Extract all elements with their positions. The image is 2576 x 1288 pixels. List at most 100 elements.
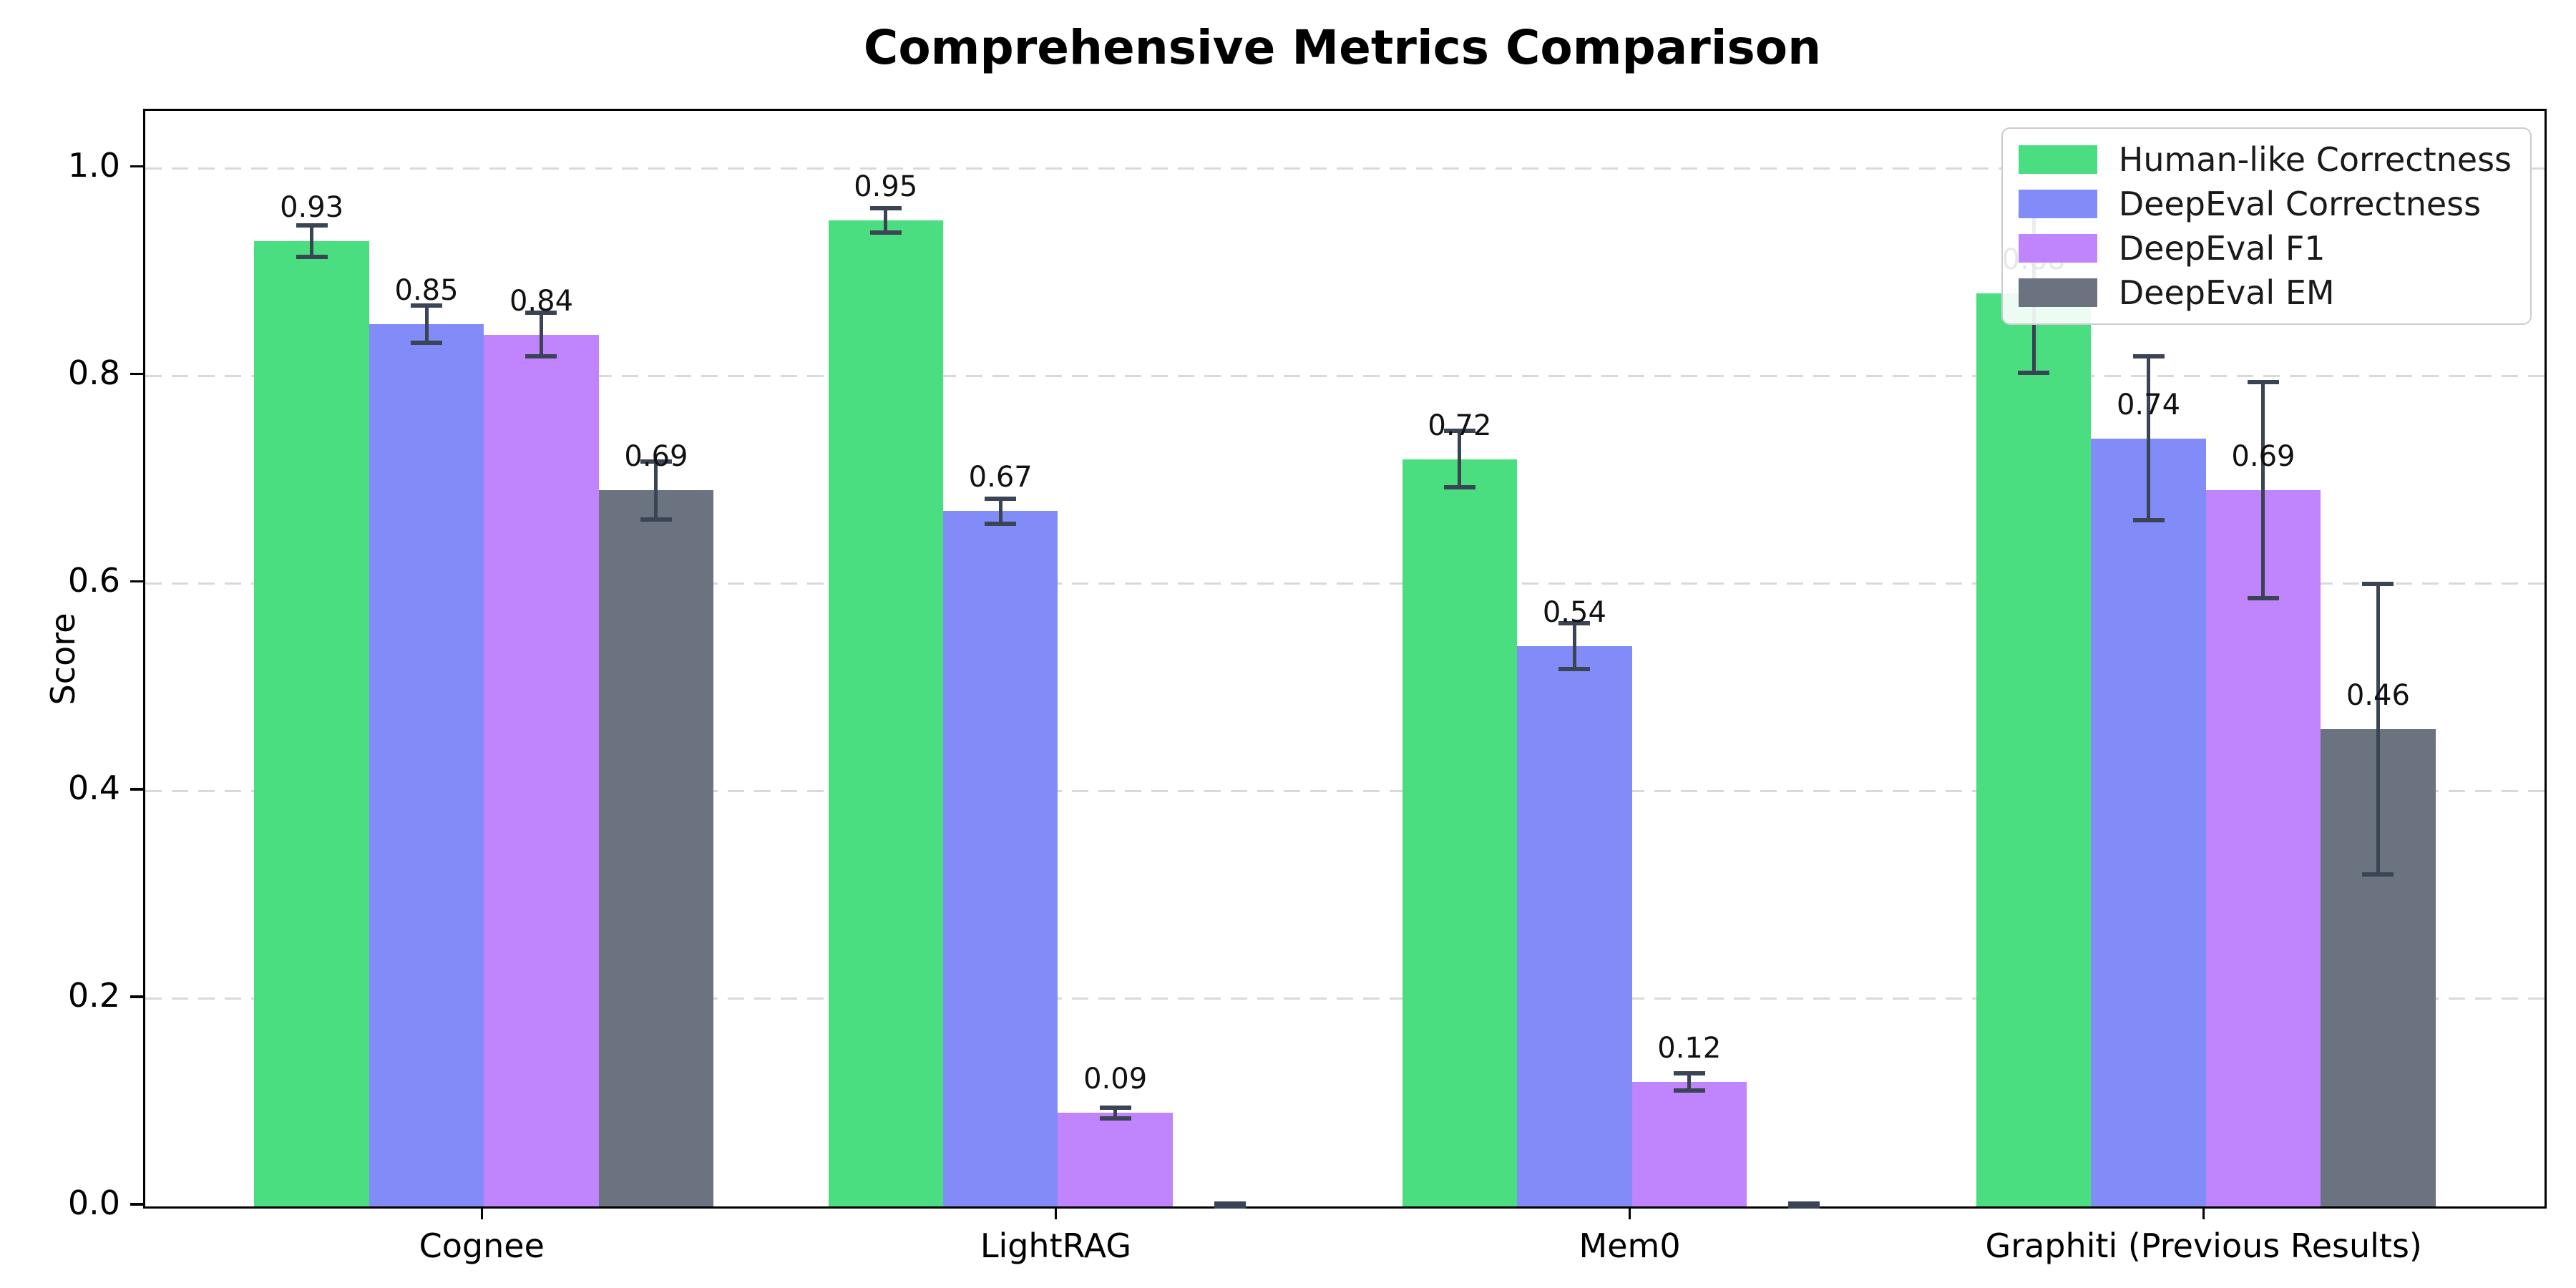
- y-tick-label: 1.0: [67, 145, 120, 185]
- error-bar-cap: [1673, 1071, 1705, 1076]
- error-bar: [1572, 623, 1576, 669]
- gridline: [145, 582, 2545, 585]
- bar-value-label: 0.12: [1657, 1031, 1722, 1065]
- error-bar: [1113, 1108, 1118, 1118]
- error-bar-cap: [1099, 1106, 1131, 1111]
- legend-swatch: [2018, 190, 2097, 218]
- legend: Human-like Correctness DeepEval Correctne…: [2001, 127, 2532, 325]
- error-bar: [1458, 431, 1462, 487]
- bar-value-label: 0.09: [1083, 1063, 1148, 1096]
- legend-swatch: [2018, 145, 2097, 174]
- y-tick: [130, 788, 143, 791]
- error-bar-cap: [985, 496, 1017, 501]
- error-bar-cap: [640, 517, 672, 522]
- legend-item: DeepEval F1: [2018, 229, 2512, 268]
- bar: [484, 334, 599, 1206]
- error-bar-cap: [2362, 581, 2394, 586]
- error-bar: [1687, 1073, 1692, 1091]
- error-bar: [654, 461, 658, 519]
- legend-label: DeepEval Correctness: [2118, 185, 2482, 223]
- error-bar-cap: [1443, 484, 1475, 489]
- error-bar-cap: [869, 205, 902, 210]
- legend-item: Human-like Correctness: [2018, 140, 2512, 179]
- error-bar-cap: [2247, 596, 2279, 600]
- gridline: [145, 167, 2545, 170]
- y-tick-label: 0.8: [67, 353, 120, 392]
- x-tick: [1054, 1206, 1058, 1219]
- error-bar-cap: [2362, 872, 2394, 877]
- error-bar-cap: [1558, 620, 1591, 625]
- error-bar-cap: [296, 223, 328, 228]
- error-bar: [884, 208, 888, 233]
- error-bar: [2147, 356, 2150, 521]
- error-bar-cap: [2018, 371, 2050, 376]
- legend-label: DeepEval EM: [2118, 273, 2335, 312]
- error-bar: [424, 305, 429, 343]
- bar-value-label: 0.95: [854, 170, 918, 204]
- bar-value-label: 0.54: [1542, 595, 1606, 629]
- y-tick: [130, 1203, 143, 1206]
- error-bar-cap: [1214, 1201, 1246, 1206]
- bar: [1631, 1081, 1747, 1206]
- y-tick-label: 0.2: [67, 975, 120, 1015]
- bar-value-label: 0.46: [2346, 678, 2410, 712]
- gridline: [145, 375, 2545, 378]
- bar: [1058, 1113, 1173, 1206]
- gridline: [145, 997, 2545, 1000]
- error-bar: [2376, 583, 2380, 874]
- x-tick: [2202, 1206, 2205, 1219]
- y-tick-label: 0.6: [67, 560, 120, 600]
- y-tick: [130, 995, 143, 998]
- bar: [942, 511, 1058, 1206]
- bar: [254, 241, 369, 1206]
- bar: [1517, 645, 1632, 1206]
- bar: [1976, 293, 2092, 1206]
- legend-swatch: [2018, 278, 2097, 307]
- x-tick: [1628, 1206, 1631, 1219]
- error-bar-cap: [1099, 1116, 1131, 1121]
- error-bar-cap: [1788, 1204, 1820, 1209]
- bar-value-label: 0.74: [2116, 388, 2181, 421]
- bar-value-label: 0.72: [1428, 409, 1492, 442]
- error-bar-cap: [411, 341, 443, 346]
- x-tick-label: Mem0: [1579, 1226, 1681, 1265]
- error-bar-cap: [2247, 380, 2279, 385]
- bar-value-label: 0.69: [2231, 440, 2296, 474]
- bar: [2091, 438, 2206, 1206]
- error-bar-cap: [869, 230, 902, 235]
- error-bar-cap: [1443, 429, 1475, 434]
- legend-label: DeepEval F1: [2118, 229, 2326, 268]
- error-bar: [998, 498, 1002, 524]
- bar-value-label: 0.93: [280, 191, 344, 225]
- gridline: [145, 790, 2545, 793]
- error-bar-cap: [2132, 518, 2165, 523]
- x-tick-label: Cognee: [419, 1226, 545, 1265]
- error-bar-cap: [1788, 1201, 1820, 1206]
- legend-item: DeepEval EM: [2018, 273, 2512, 312]
- x-tick-label: Graphiti (Previous Results): [1985, 1226, 2422, 1265]
- error-bar-cap: [525, 354, 557, 359]
- legend-label: Human-like Correctness: [2118, 140, 2512, 179]
- error-bar: [539, 313, 543, 357]
- x-tick: [480, 1206, 484, 1219]
- error-bar-cap: [2132, 354, 2165, 359]
- bar-value-label: 0.69: [624, 440, 688, 474]
- error-bar: [310, 225, 314, 257]
- error-bar-cap: [1214, 1204, 1246, 1209]
- error-bar-cap: [296, 254, 328, 259]
- y-tick-label: 0.0: [67, 1184, 120, 1222]
- error-bar: [2261, 382, 2265, 598]
- error-bar-cap: [1673, 1088, 1705, 1093]
- legend-swatch: [2018, 234, 2097, 263]
- y-tick-label: 0.4: [67, 768, 120, 807]
- error-bar-cap: [525, 311, 557, 316]
- error-bar-cap: [1558, 666, 1591, 671]
- x-tick-label: LightRAG: [980, 1226, 1132, 1265]
- bar: [369, 324, 484, 1206]
- y-tick: [130, 372, 143, 376]
- chart-title: Comprehensive Metrics Comparison: [863, 20, 1822, 75]
- bar: [2205, 490, 2321, 1206]
- error-bar-cap: [985, 521, 1017, 526]
- bar-value-label: 0.84: [509, 284, 574, 318]
